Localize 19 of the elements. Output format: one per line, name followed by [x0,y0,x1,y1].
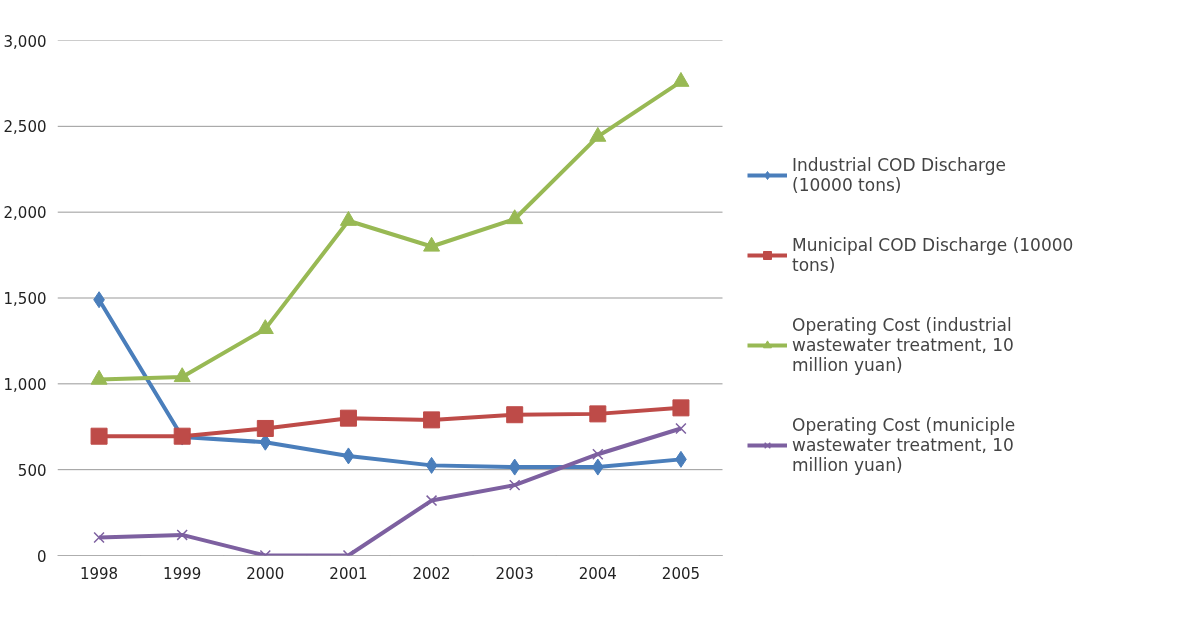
x-tick-label: 2005 [661,564,701,583]
y-tick-label: 1,500 [3,290,47,308]
y-tick-label: 2,500 [3,118,47,137]
legend-label: Municipal COD Discharge (10000 tons) [792,235,1074,275]
y-tick-label: 0 [36,547,47,566]
legend-label: Operating Cost (industrial wastewater treatment, 10 million yuan) [792,315,1014,375]
x-tick-label: 2002 [412,564,451,583]
x-tick-label: 2004 [578,564,617,583]
y-tick-label: 2,000 [3,204,47,223]
legend-label: Industrial COD Discharge (10000 tons) [792,155,1007,195]
x-tick-label: 1999 [163,564,202,583]
x-tick-label: 2000 [246,564,285,583]
x-tick-label: 2003 [495,564,534,583]
y-tick-label: 3,000 [3,32,47,51]
x-tick-label: 2001 [329,564,368,583]
y-tick-label: 1,000 [3,375,47,394]
x-tick-label: 1998 [79,564,119,583]
legend-label: Operating Cost (municiple wastewater treatment, 10 million yuan) [792,415,1016,475]
y-tick-label: 500 [17,461,47,480]
